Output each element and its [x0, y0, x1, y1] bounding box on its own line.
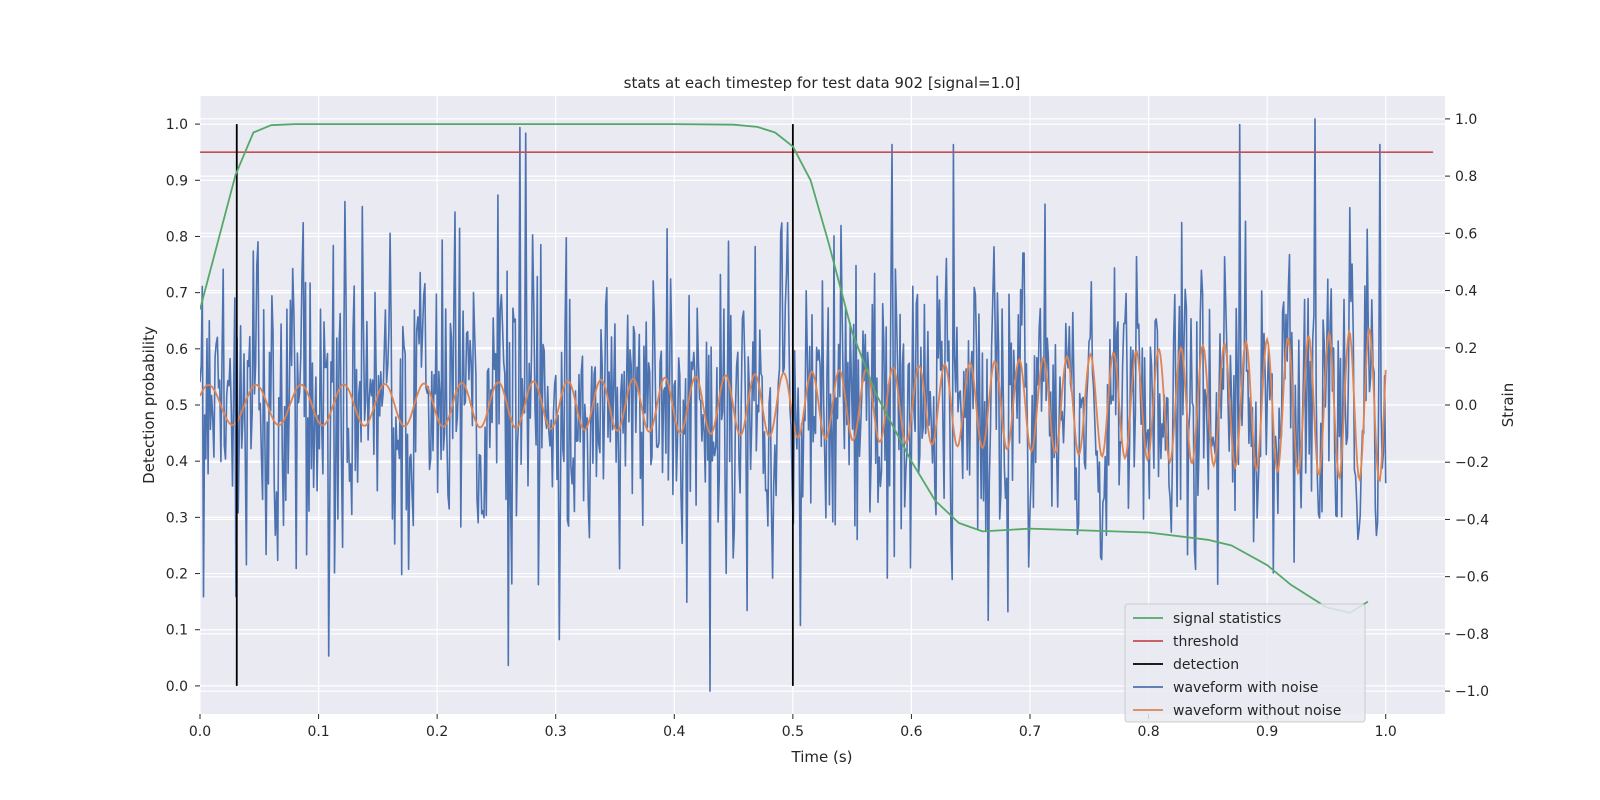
- series-signal-statistics: [200, 123, 1369, 614]
- y-left-tick-label: 0.3: [166, 510, 188, 526]
- chart-title: stats at each timestep for test data 902…: [624, 74, 1021, 92]
- x-tick-label: 0.3: [545, 724, 567, 740]
- y-right-tick-label: −0.8: [1455, 627, 1489, 643]
- y-right-tick-label: 0.2: [1455, 341, 1477, 357]
- y-left-tick-label: 0.5: [166, 398, 188, 414]
- y-axis-right: −1.0 −0.8 −0.6 −0.4 −0.2 0.0 0.2 0.4 0.6 0.8 1.0: [1445, 112, 1489, 700]
- y-right-tick-label: −0.6: [1455, 570, 1489, 586]
- legend-entry: detection: [1173, 657, 1239, 673]
- legend-box: [1124, 603, 1366, 723]
- legend-entry: waveform without noise: [1173, 703, 1341, 719]
- x-tick-label: 0.7: [1019, 724, 1041, 740]
- y-right-tick-label: 0.0: [1455, 398, 1477, 414]
- x-tick-label: 0.8: [1137, 724, 1159, 740]
- legend: signal statistics threshold detection wavef…: [1124, 603, 1366, 723]
- x-tick-label: 0.0: [189, 724, 211, 740]
- y-right-tick-label: 0.4: [1455, 284, 1477, 300]
- y-right-tick-label: −0.2: [1455, 455, 1489, 471]
- x-tick-label: 0.1: [307, 724, 329, 740]
- y-axis-left: 0.0 0.1 0.2 0.3 0.4 0.5 0.6 0.7 0.8 0.9 1.0: [166, 117, 200, 695]
- y-left-tick-label: 0.6: [166, 342, 188, 358]
- x-tick-label: 0.4: [663, 724, 685, 740]
- y-left-tick-label: 0.4: [166, 454, 188, 470]
- x-tick-label: 0.9: [1256, 724, 1278, 740]
- series-layer: [200, 118, 1434, 692]
- y-left-tick-label: 1.0: [166, 117, 188, 133]
- x-tick-label: 0.2: [426, 724, 448, 740]
- y-left-tick-label: 0.0: [166, 679, 188, 695]
- y-right-tick-label: −0.4: [1455, 512, 1489, 528]
- y-right-tick-label: 0.8: [1455, 169, 1477, 185]
- x-tick-label: 0.6: [900, 724, 922, 740]
- y-left-tick-label: 0.8: [166, 229, 188, 245]
- x-axis-label: Time (s): [791, 748, 853, 766]
- y-left-tick-label: 0.2: [166, 567, 188, 583]
- legend-entry: threshold: [1173, 634, 1239, 650]
- y-axis-right-label: Strain: [1499, 383, 1517, 427]
- y-left-tick-label: 0.7: [166, 286, 188, 302]
- y-right-tick-label: −1.0: [1455, 684, 1489, 700]
- y-right-tick-label: 0.6: [1455, 226, 1477, 242]
- x-tick-label: 1.0: [1375, 724, 1397, 740]
- y-axis-left-label: Detection probability: [140, 326, 158, 484]
- y-left-tick-label: 0.1: [166, 623, 188, 639]
- y-right-tick-label: 1.0: [1455, 112, 1477, 128]
- legend-entry: signal statistics: [1173, 611, 1281, 627]
- y-left-tick-label: 0.9: [166, 173, 188, 189]
- x-tick-label: 0.5: [782, 724, 804, 740]
- legend-entry: waveform with noise: [1173, 680, 1318, 696]
- x-axis: 0.0 0.1 0.2 0.3 0.4 0.5 0.6 0.7 0.8 0.9 1.0: [189, 714, 1397, 740]
